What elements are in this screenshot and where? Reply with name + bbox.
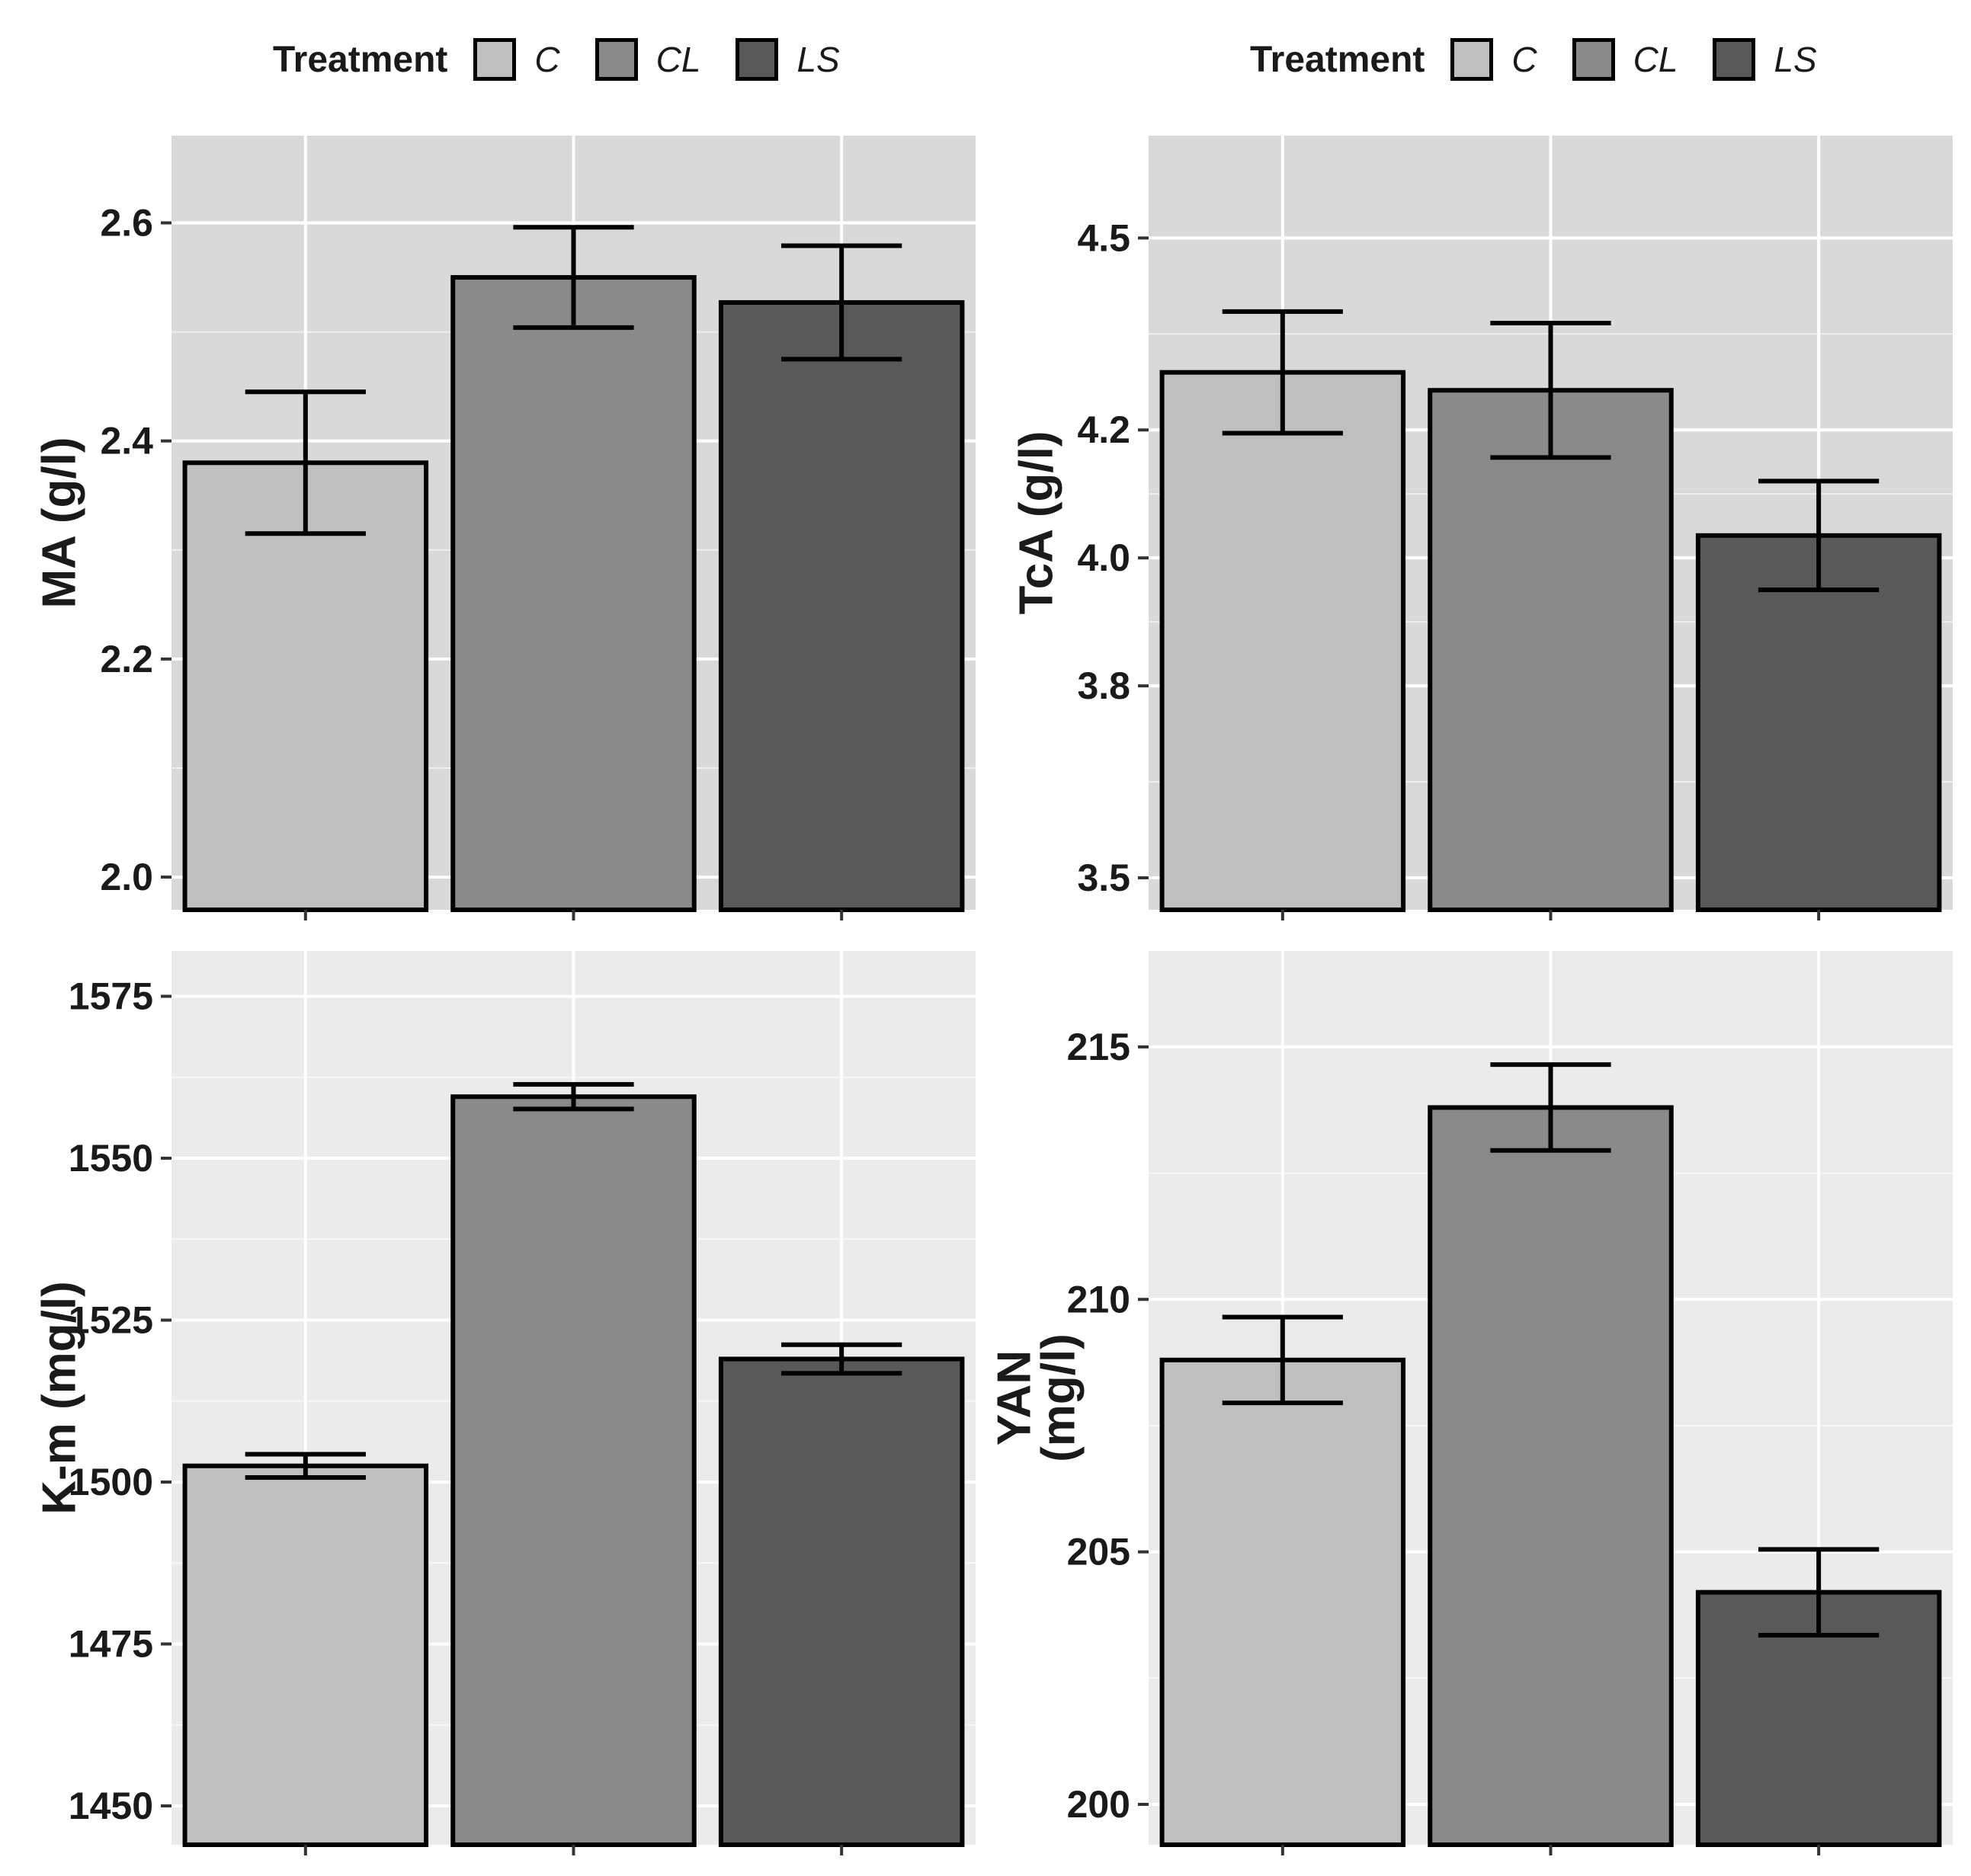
legend-key-ls-2 — [1713, 38, 1756, 81]
bar-c — [182, 1463, 429, 1847]
legend-key-cl-2 — [1572, 38, 1615, 81]
y-tick-label: 2.6 — [100, 201, 153, 244]
y-axis-label: YAN — [989, 1350, 1041, 1445]
error-bar-cl — [513, 225, 634, 330]
bar-ls — [718, 1356, 965, 1847]
error-bar-c — [245, 1452, 366, 1481]
legend-key-ls — [736, 38, 779, 81]
legend-item-ls-2: LS — [1713, 38, 1817, 81]
y-tick-label: 3.5 — [1077, 856, 1130, 899]
y-tick-label: 4.2 — [1077, 408, 1130, 451]
legend-item-c-2: C — [1450, 38, 1537, 81]
legend-title: Treatment — [273, 39, 448, 80]
y-axis-label: (mg/l) — [1033, 1333, 1085, 1462]
error-bar-c — [1222, 1314, 1343, 1406]
legend-left: Treatment C CL LS — [273, 32, 858, 87]
bar-cl — [1428, 388, 1674, 912]
y-axis-label: K-m (mg/l) — [34, 1281, 86, 1515]
error-bar-ls — [1758, 1547, 1880, 1637]
bar-cl — [1428, 1105, 1674, 1847]
y-tick-label: 4.5 — [1077, 216, 1130, 259]
legend-label-c-2: C — [1511, 40, 1537, 79]
y-tick-label: 200 — [1067, 1783, 1130, 1826]
error-bar-c — [245, 389, 366, 536]
bar-c — [182, 460, 429, 912]
error-bar-c — [1222, 309, 1343, 436]
bar-ls — [718, 299, 965, 912]
legend-item-cl: CL — [595, 38, 701, 81]
legend-item-cl-2: CL — [1572, 38, 1678, 81]
error-bar-ls — [1758, 479, 1880, 593]
legend-item-c: C — [473, 38, 560, 81]
y-tick-label: 1450 — [69, 1785, 153, 1827]
bar-c — [1159, 370, 1406, 912]
y-axis-label: TcA (g/l) — [1011, 431, 1063, 614]
error-bar-cl — [1490, 321, 1611, 460]
y-tick-label: 2.4 — [100, 420, 153, 463]
panel-1: 2.0 2.2 2.4 2.6 MA (g/l) — [34, 136, 976, 920]
legend-key-c-2 — [1450, 38, 1494, 81]
panel-3: 1450 1475 1500 1525 1550 1575 K-m (mg/l) — [34, 951, 976, 1855]
error-bar-ls — [781, 243, 902, 362]
y-tick-label: 1575 — [69, 975, 153, 1018]
y-tick-label: 1525 — [69, 1299, 153, 1342]
y-tick-label: 210 — [1067, 1278, 1130, 1321]
legend-label-c: C — [534, 40, 560, 79]
legend-label-cl-2: CL — [1633, 40, 1678, 79]
error-bar-ls — [781, 1342, 902, 1376]
y-tick-label: 1550 — [69, 1137, 153, 1180]
legend-label-ls-2: LS — [1774, 40, 1817, 79]
legend-key-cl — [595, 38, 638, 81]
y-tick-label: 2.0 — [100, 856, 153, 898]
error-bar-cl — [513, 1082, 634, 1112]
panel-4: 200 205 210 215 YAN(mg/l) — [989, 951, 1953, 1855]
error-bar-cl — [1490, 1062, 1611, 1153]
bar-cl — [450, 1094, 697, 1847]
y-tick-label: 4.0 — [1077, 536, 1130, 579]
y-tick-label: 2.2 — [100, 638, 153, 680]
legend-label-ls: LS — [796, 40, 840, 79]
legend-item-ls: LS — [736, 38, 840, 81]
y-tick-label: 205 — [1067, 1531, 1130, 1573]
y-axis-label: MA (g/l) — [34, 437, 86, 609]
y-tick-label: 1500 — [69, 1461, 153, 1503]
legend-title-2: Treatment — [1250, 39, 1425, 80]
y-tick-label: 3.8 — [1077, 664, 1130, 707]
bar-c — [1159, 1357, 1406, 1847]
legend-right: Treatment C CL LS — [1250, 32, 1835, 87]
panel-2: 3.5 3.8 4.0 4.2 4.5 TcA (g/l) — [1011, 136, 1953, 920]
y-tick-label: 1475 — [69, 1623, 153, 1666]
legend-key-c — [473, 38, 517, 81]
legend-label-cl: CL — [655, 40, 701, 79]
bar-ls — [1695, 533, 1942, 912]
y-tick-label: 215 — [1067, 1026, 1130, 1068]
bar-cl — [450, 275, 697, 912]
